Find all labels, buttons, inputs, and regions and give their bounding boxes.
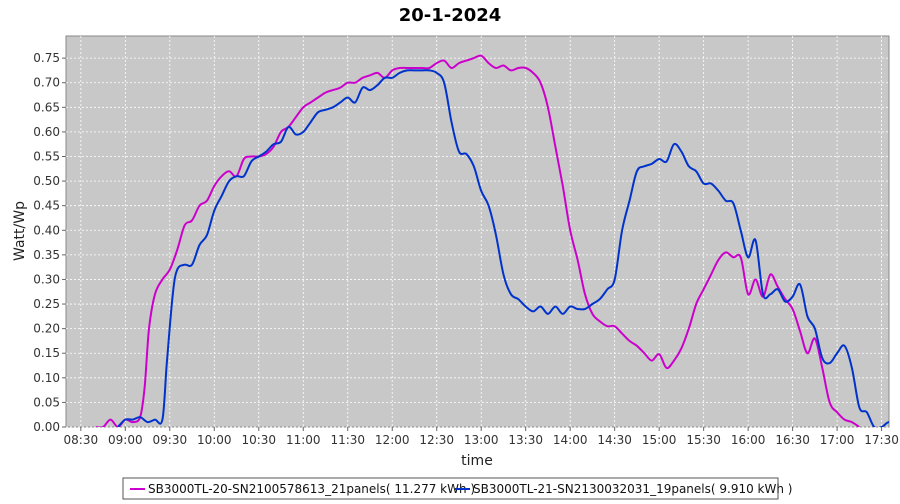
x-tick-label: 16:30: [775, 433, 810, 447]
x-tick-label: 17:00: [820, 433, 855, 447]
legend: SB3000TL-20-SN2100578613_21panels( 11.27…: [122, 477, 792, 500]
x-tick-label: 15:30: [686, 433, 721, 447]
y-tick-label: 0.75: [33, 51, 60, 65]
x-tick-label: 09:00: [108, 433, 143, 447]
y-tick-label: 0.40: [33, 223, 60, 237]
y-tick-label: 0.70: [33, 76, 60, 90]
y-tick-label: 0.10: [33, 371, 60, 385]
x-tick-label: 16:00: [731, 433, 766, 447]
y-tick-label: 0.55: [33, 149, 60, 163]
x-tick-label: 10:00: [197, 433, 232, 447]
plot-area: 0.00 0.05 0.10 0.15 0.20 0.25 0.30 0.35 0.40 0.45…: [33, 35, 899, 447]
y-tick-label: 0.30: [33, 272, 60, 286]
y-tick-label: 0.65: [33, 100, 60, 114]
x-tick-label: 17:30: [864, 433, 899, 447]
y-tick-label: 0.05: [33, 395, 60, 409]
y-tick-label: 0.15: [33, 346, 60, 360]
y-tick-label: 0.35: [33, 248, 60, 262]
y-axis-label: Watt/Wp: [12, 201, 28, 261]
y-tick-label: 0.25: [33, 297, 60, 311]
y-tick-label: 0.45: [33, 199, 60, 213]
x-tick-label: 13:00: [464, 433, 499, 447]
x-tick-label: 14:30: [597, 433, 632, 447]
series-line-2: [117, 69, 889, 427]
legend-label-1: SB3000TL-20-SN2100578613_21panels( 11.27…: [148, 482, 475, 496]
plot-background: [65, 35, 890, 428]
chart-title: 20-1-2024: [399, 5, 502, 26]
x-tick-label: 14:00: [553, 433, 588, 447]
y-tick-label: 0.00: [33, 420, 60, 434]
x-tick-label: 13:30: [508, 433, 543, 447]
y-tick-label: 0.50: [33, 174, 60, 188]
legend-label-2: SB3000TL-21-SN2130032031_19panels( 9.910…: [473, 482, 792, 496]
x-axis-label: time: [461, 453, 493, 469]
x-tick-label: 08:30: [64, 433, 99, 447]
series-line-1: [95, 54, 860, 427]
x-tick-label: 12:00: [375, 433, 410, 447]
x-tick-label: 11:30: [330, 433, 365, 447]
legend-box: [122, 477, 779, 500]
x-tick-label: 12:30: [419, 433, 454, 447]
x-tick-label: 15:00: [642, 433, 677, 447]
x-tick-label: 11:00: [286, 433, 321, 447]
y-tick-label: 0.20: [33, 322, 60, 336]
x-tick-label: 10:30: [241, 433, 276, 447]
y-tick-label: 0.60: [33, 125, 60, 139]
x-tick-label: 09:30: [153, 433, 188, 447]
